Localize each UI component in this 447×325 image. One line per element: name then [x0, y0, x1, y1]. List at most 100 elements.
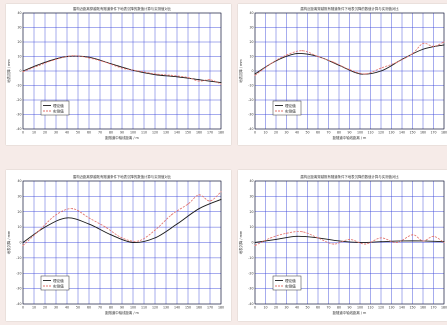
x-tick-label: 0 [22, 306, 24, 310]
data-point [296, 53, 298, 55]
data-point [220, 83, 222, 85]
data-point [333, 61, 335, 63]
chart-panel-3: 盾构近距离穿越既有隧道条件下地表沉降的数值计算与实测值对比 0 10 20 30 40 50… [6, 170, 231, 321]
x-tick-label: 30 [54, 131, 58, 135]
data-point [22, 245, 24, 247]
legend-label: 实测值 [285, 283, 296, 288]
x-tick-label: 60 [87, 306, 91, 310]
legend-label: 实测值 [53, 108, 64, 113]
data-point [55, 214, 57, 216]
y-tick-label: 40 [249, 11, 253, 15]
legend-box [272, 275, 302, 291]
x-tick-label: 110 [141, 306, 147, 310]
y-axis-label: 地表沉降 / mm [6, 59, 11, 83]
y-tick-label: 0 [251, 69, 253, 73]
x-tick-label: 10 [263, 131, 267, 135]
chart-panel-2: 盾构近距离穿越既有隧道条件下地表沉降的数值计算与实测值对比 0 10 20 30 40 50… [238, 4, 447, 145]
x-tick-label: 30 [54, 306, 58, 310]
data-point [411, 234, 414, 236]
x-axis-label: 距隧道中轴线距离 / m [105, 310, 139, 315]
y-tick-label: 20 [249, 40, 253, 44]
x-tick-label: 40 [295, 131, 299, 135]
x-tick-label: 90 [120, 131, 124, 135]
y-tick-label: 30 [17, 26, 21, 30]
data-point [55, 58, 57, 60]
data-point [364, 73, 366, 75]
x-tick-label: 120 [152, 306, 158, 310]
x-tick-label: 140 [399, 131, 405, 135]
x-tick-label: 120 [152, 131, 158, 135]
data-point [411, 53, 414, 55]
data-point [443, 241, 445, 243]
x-tick-label: 70 [326, 131, 330, 135]
data-point [170, 214, 173, 216]
x-tick-label: 0 [254, 306, 256, 310]
data-point [38, 229, 41, 231]
x-tick-label: 90 [347, 131, 351, 135]
x-tick-label: 70 [98, 131, 102, 135]
x-tick-label: 120 [378, 131, 384, 135]
data-point [198, 79, 200, 81]
y-tick-label: -40 [16, 127, 21, 131]
data-point [198, 80, 200, 82]
x-tick-label: 180 [441, 131, 447, 135]
y-tick-label: 0 [251, 241, 253, 245]
data-point [301, 231, 303, 233]
x-tick-label: 90 [347, 306, 351, 310]
x-tick-label: 140 [174, 131, 180, 135]
x-tick-label: 100 [130, 306, 136, 310]
data-point [317, 55, 319, 58]
data-point [301, 50, 303, 52]
x-tick-label: 110 [367, 306, 373, 310]
y-axis-label: 地表沉降 / mm [6, 230, 11, 254]
data-point [88, 217, 90, 219]
y-tick-label: 30 [249, 194, 253, 198]
legend-box [40, 275, 70, 291]
chart-title: 盾构近距离穿越既有隧道条件下地表沉降的数值计算与实测值对比 [73, 6, 172, 11]
data-point [254, 74, 256, 76]
y-tick-label: -40 [248, 302, 253, 306]
data-point [154, 229, 156, 231]
y-tick-label: -40 [16, 302, 21, 306]
y-tick-label: 10 [249, 55, 253, 59]
x-tick-label: 100 [357, 131, 363, 135]
series-line-1 [22, 55, 222, 84]
chart-3: 盾构近距离穿越既有隧道条件下地表沉降的数值计算与实测值对比 0 10 20 30 40 50… [6, 174, 224, 315]
x-tick-label: 90 [120, 306, 124, 310]
y-tick-label: 40 [17, 179, 21, 183]
y-tick-label: 0 [19, 241, 21, 245]
data-point [380, 241, 382, 243]
x-tick-label: 40 [65, 306, 69, 310]
plot-frame [254, 12, 445, 130]
data-point [88, 57, 90, 59]
x-tick-label: 50 [305, 131, 309, 135]
y-tick-label: -30 [16, 287, 21, 291]
chart-title: 盾构近距离穿越既有隧道条件下地表沉降的数值计算与实测值对比 [73, 174, 172, 179]
y-tick-label: 20 [17, 210, 21, 214]
data-point [187, 203, 189, 205]
y-tick-label: -20 [248, 271, 253, 275]
data-point [137, 240, 140, 242]
x-tick-label: 50 [76, 131, 80, 135]
data-point [198, 208, 200, 210]
y-tick-label: 20 [17, 40, 21, 44]
data-point [176, 76, 178, 78]
x-tick-label: 20 [43, 131, 47, 135]
data-point [270, 237, 272, 239]
x-tick-label: 80 [109, 306, 113, 310]
data-point [170, 74, 173, 76]
y-axis-label: 地表沉降 / mm [238, 59, 243, 83]
x-tick-label: 160 [196, 306, 202, 310]
legend-label: 理论值 [285, 103, 296, 108]
y-tick-label: -10 [248, 84, 253, 88]
data-point [121, 67, 123, 69]
y-tick-label: -10 [16, 256, 21, 260]
data-point [443, 44, 445, 46]
data-point [88, 223, 90, 225]
data-point [220, 191, 222, 193]
y-tick-label: -20 [16, 98, 21, 102]
x-tick-label: 20 [43, 306, 47, 310]
x-tick-label: 160 [196, 131, 202, 135]
